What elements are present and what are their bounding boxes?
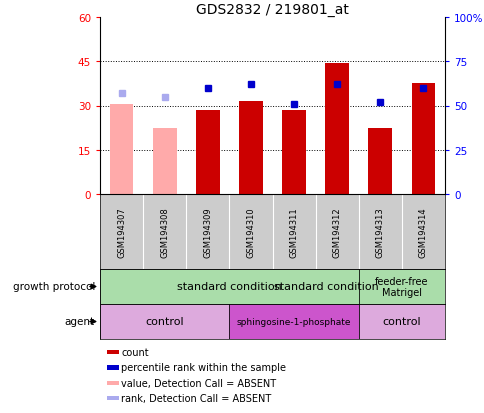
Bar [358,304,444,339]
Bar [106,366,119,370]
Bar [239,102,262,195]
Text: GSM194313: GSM194313 [375,206,384,257]
Bar [368,128,392,195]
Text: rank, Detection Call = ABSENT: rank, Detection Call = ABSENT [121,393,271,403]
Bar [282,111,305,195]
Text: feeder-free
Matrigel: feeder-free Matrigel [374,276,428,298]
Text: percentile rank within the sample: percentile rank within the sample [121,363,286,373]
Text: control: control [382,317,420,327]
Text: GSM194314: GSM194314 [418,206,427,257]
Text: GSM194307: GSM194307 [117,206,126,257]
Text: count: count [121,347,149,357]
Bar [106,396,119,400]
Text: GSM194311: GSM194311 [289,206,298,257]
Text: GSM194312: GSM194312 [332,206,341,257]
Bar [106,350,119,354]
Bar [196,111,219,195]
Text: standard condition: standard condition [177,282,281,292]
Text: GSM194308: GSM194308 [160,206,169,257]
Title: GDS2832 / 219801_at: GDS2832 / 219801_at [196,3,348,17]
Bar [325,64,348,195]
Bar [106,381,119,385]
Text: sphingosine-1-phosphate: sphingosine-1-phosphate [236,317,350,326]
Text: control: control [145,317,183,327]
Bar [411,84,435,195]
Bar [109,105,133,195]
Bar [100,304,229,339]
Text: GSM194309: GSM194309 [203,206,212,257]
Text: value, Detection Call = ABSENT: value, Detection Call = ABSENT [121,378,276,388]
Text: standard condition: standard condition [273,282,378,292]
Text: growth protocol: growth protocol [13,282,95,292]
Bar [152,128,176,195]
Text: agent: agent [65,317,95,327]
Bar [358,269,444,304]
Bar [229,304,358,339]
Text: GSM194310: GSM194310 [246,206,255,257]
Bar [100,269,358,304]
